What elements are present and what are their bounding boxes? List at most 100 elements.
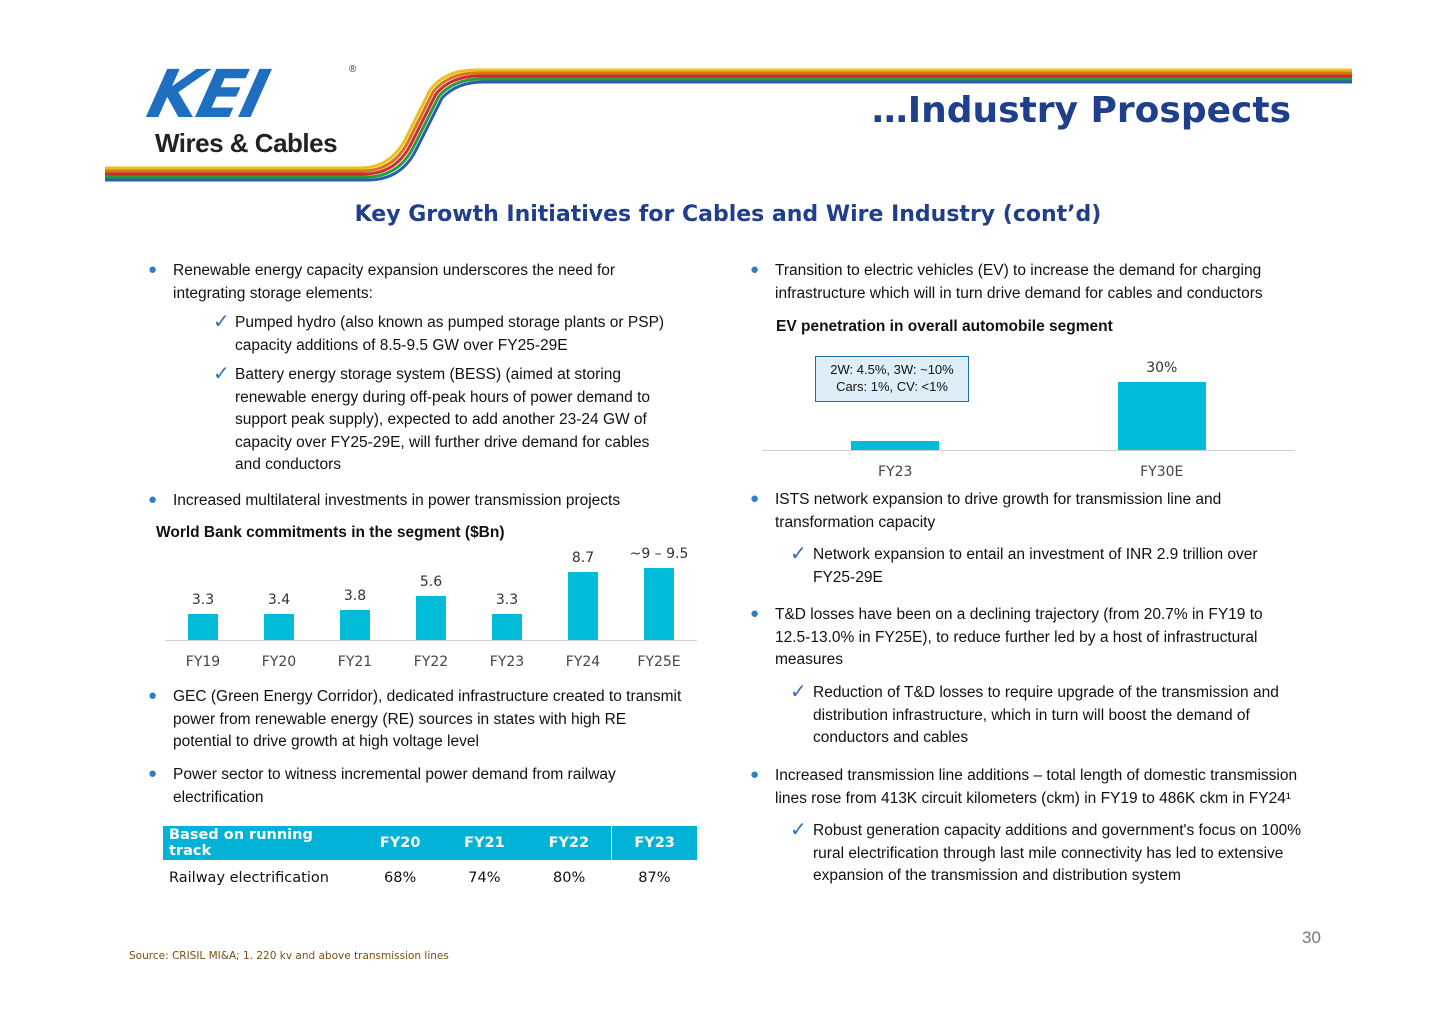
chart-data-label: ~9 – 9.5 bbox=[629, 546, 689, 562]
left-check-pumped-hydro: Pumped hydro (also known as pumped stora… bbox=[235, 312, 664, 357]
chart-category-label: FY19 bbox=[185, 654, 221, 670]
chart-bar bbox=[416, 596, 446, 640]
text-line: expansion of the transmission and distri… bbox=[813, 867, 1181, 884]
table-row: Railway electrification 68% 74% 80% 87% bbox=[163, 860, 697, 896]
header-wire-stripes bbox=[105, 68, 1352, 182]
text-line: potential to drive growth at high voltag… bbox=[173, 733, 479, 750]
table-header-cell: FY21 bbox=[442, 826, 527, 860]
text-line: support peak supply), expected to add an… bbox=[235, 411, 647, 428]
chart-category-label: FY23 bbox=[489, 654, 525, 670]
text-line: capacity additions of 8.5-9.5 GW over FY… bbox=[235, 336, 568, 354]
chart-data-label: 30% bbox=[1146, 360, 1178, 376]
chart-category-label: FY25E bbox=[637, 654, 681, 670]
text-line: Power sector to witness incremental powe… bbox=[173, 766, 616, 783]
ev-callout-box: 2W: 4.5%, 3W: ~10% Cars: 1%, CV: <1% bbox=[815, 356, 969, 402]
chart-bar bbox=[188, 614, 218, 640]
text-line: distribution infrastructure, which in tu… bbox=[813, 706, 1250, 724]
text-line: and conductors bbox=[235, 456, 341, 473]
right-check-td-upgrade: Reduction of T&D losses to require upgra… bbox=[813, 682, 1279, 750]
text-line: Renewable energy capacity expansion unde… bbox=[173, 262, 616, 279]
text-line: Battery energy storage system (BESS) (ai… bbox=[235, 366, 621, 383]
kei-logo: KEI bbox=[140, 56, 275, 133]
text-line: 2W: 4.5%, 3W: ~10% bbox=[830, 362, 954, 377]
text-line: renewable energy during off-peak hours o… bbox=[235, 388, 651, 406]
table-cell: 80% bbox=[553, 870, 586, 886]
chart-data-label: 5.6 bbox=[419, 574, 443, 591]
railway-electrification-table: Based on running track FY20 FY21 FY22 FY… bbox=[163, 826, 697, 896]
table-cell: 74% bbox=[468, 870, 501, 886]
right-bullet-ists: ISTS network expansion to drive growth f… bbox=[775, 489, 1221, 534]
text-line: Pumped hydro (also known as pumped stora… bbox=[235, 314, 665, 331]
right-bullet-transmission: Increased transmission line additions – … bbox=[775, 765, 1297, 810]
text-line: rural electrification through last mile … bbox=[813, 844, 1284, 862]
bullet-icon: ● bbox=[750, 605, 760, 622]
right-bullet-td-losses: T&D losses have been on a declining traj… bbox=[775, 604, 1263, 672]
bullet-icon: ● bbox=[750, 766, 760, 783]
right-check-network: Network expansion to entail an investmen… bbox=[813, 544, 1258, 589]
text-line: Reduction of T&D losses to require upgra… bbox=[813, 684, 1279, 701]
table-header-cell: FY20 bbox=[358, 826, 443, 860]
bullet-icon: ● bbox=[750, 490, 760, 507]
text-line: transformation capacity bbox=[775, 513, 936, 531]
table-header-row: Based on running track FY20 FY21 FY22 FY… bbox=[163, 826, 697, 860]
text-line: capacity over FY25-29E, will further dri… bbox=[235, 433, 650, 451]
logo-tagline: Wires & Cables bbox=[155, 128, 338, 158]
worldbank-chart-title: World Bank commitments in the segment ($… bbox=[156, 524, 505, 541]
chart-data-label: 3.4 bbox=[267, 591, 291, 608]
chart-bar bbox=[340, 610, 370, 640]
chart-category-label: FY20 bbox=[261, 654, 297, 670]
text-line: Cars: 1%, CV: <1% bbox=[836, 379, 948, 394]
chart-bar bbox=[1117, 382, 1206, 450]
text-line: measures bbox=[775, 651, 844, 668]
chart-bar bbox=[644, 568, 674, 640]
left-bullet-multilateral: Increased multilateral investments in po… bbox=[173, 492, 621, 509]
registered-mark: ® bbox=[349, 64, 357, 75]
bullet-icon: ● bbox=[148, 261, 158, 278]
text-line: conductors and cables bbox=[813, 729, 969, 746]
source-note: Source: CRISIL MI&A; 1. 220 kv and above… bbox=[129, 950, 449, 962]
chart-axis-line bbox=[165, 640, 697, 641]
text-line: electrification bbox=[173, 788, 264, 806]
chart-data-label: 3.3 bbox=[191, 592, 215, 609]
text-line: GEC (Green Energy Corridor), dedicated i… bbox=[173, 688, 682, 705]
bullet-icon: ● bbox=[148, 687, 158, 704]
chart-data-label: 3.8 bbox=[343, 588, 367, 605]
chart-bar bbox=[851, 440, 940, 450]
text-line: power from renewable energy (RE) sources… bbox=[173, 710, 627, 728]
page-number: 30 bbox=[1302, 928, 1321, 947]
chart-category-label: FY21 bbox=[337, 654, 373, 670]
text-line: lines rose from 413K circuit kilometers … bbox=[775, 789, 1291, 807]
chart-bar bbox=[492, 614, 522, 640]
bullet-icon: ● bbox=[750, 261, 760, 278]
bullet-icon: ● bbox=[148, 491, 158, 508]
checkmark-icon: ✓ bbox=[790, 679, 807, 703]
text-line: 12.5-13.0% in FY25E), to reduce further … bbox=[775, 628, 1258, 646]
table-header-cell: FY22 bbox=[526, 826, 612, 860]
chart-bar bbox=[264, 613, 294, 640]
checkmark-icon: ✓ bbox=[790, 817, 807, 841]
chart-data-label: 8.7 bbox=[571, 550, 595, 567]
table-header-cell: FY23 bbox=[611, 826, 697, 860]
chart-axis-line bbox=[762, 450, 1295, 451]
chart-data-label: 3.3 bbox=[495, 592, 519, 609]
checkmark-icon: ✓ bbox=[790, 541, 807, 565]
text-line: Robust generation capacity additions and… bbox=[813, 822, 1302, 839]
right-bullet-ev: Transition to electric vehicles (EV) to … bbox=[775, 260, 1263, 305]
chart-category-label: FY30E bbox=[1140, 464, 1184, 480]
page-title: …Industry Prospects bbox=[871, 90, 1291, 131]
text-line: T&D losses have been on a declining traj… bbox=[775, 606, 1263, 623]
left-check-bess: Battery energy storage system (BESS) (ai… bbox=[235, 364, 650, 477]
chart-bar bbox=[568, 572, 598, 640]
text-line: Network expansion to entail an investmen… bbox=[813, 546, 1258, 563]
ev-chart-title: EV penetration in overall automobile seg… bbox=[776, 318, 1113, 335]
right-check-generation: Robust generation capacity additions and… bbox=[813, 820, 1301, 888]
text-line: infrastructure which will in turn drive … bbox=[775, 284, 1263, 302]
checkmark-icon: ✓ bbox=[213, 309, 230, 333]
chart-category-label: FY23 bbox=[878, 464, 913, 480]
table-cell: 68% bbox=[384, 870, 417, 886]
table-cell: 87% bbox=[638, 870, 671, 886]
left-bullet-gec: GEC (Green Energy Corridor), dedicated i… bbox=[173, 686, 681, 754]
text-line: FY25-29E bbox=[813, 568, 883, 586]
left-bullet-renewable: Renewable energy capacity expansion unde… bbox=[173, 260, 615, 305]
text-line: Transition to electric vehicles (EV) to … bbox=[775, 262, 1262, 279]
